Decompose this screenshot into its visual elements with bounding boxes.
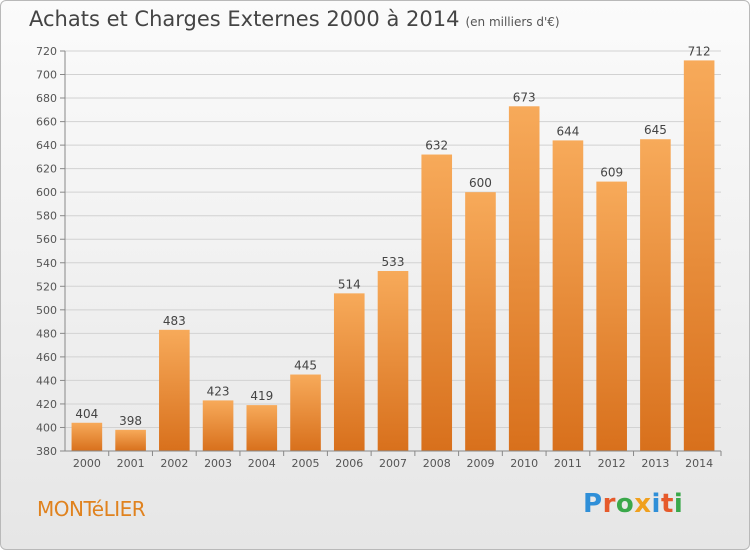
data-labels: 404 398 483 423 419 445 514 533 632 600 673 644 609 6… [75,44,710,427]
bar-2001 [115,429,146,451]
x-tick-label: 2001 [117,457,145,470]
y-tick-label: 420 [36,398,57,411]
bar-2002 [159,329,190,451]
logo-letter: x [634,489,652,519]
value-label: 644 [556,124,579,138]
x-tick-label: 2007 [379,457,407,470]
bar-2012 [596,181,627,451]
x-tick-label: 2003 [204,457,232,470]
x-tick-label: 2006 [335,457,363,470]
y-tick-label: 520 [36,280,57,293]
value-label: 600 [469,176,492,190]
y-tick-label: 660 [36,116,57,129]
value-label: 673 [513,90,536,104]
logo-letter: t [660,489,674,519]
y-tick-label: 440 [36,374,57,387]
value-label: 533 [382,255,405,269]
y-tick-label: 640 [36,139,57,152]
logo-letter: r [602,489,616,519]
bar-2011 [552,140,584,452]
x-tick-label: 2002 [160,457,188,470]
x-tick-label: 2014 [685,457,713,470]
bar-2014 [683,60,715,451]
y-tick-label: 480 [36,327,57,340]
y-tick-label: 700 [36,69,57,82]
value-label: 404 [75,407,98,421]
bar-2006 [333,293,365,451]
logo-letter: P [583,489,603,519]
x-tick-label: 2005 [292,457,320,470]
value-label: 645 [644,123,667,137]
town-name: MONTéLIER [37,497,146,521]
y-tick-label: 460 [36,351,57,364]
y-tick-label: 620 [36,163,57,176]
bar-2000 [71,422,103,451]
chart-title: Achats et Charges Externes 2000 à 2014 (e… [29,7,560,31]
value-label: 483 [163,314,186,328]
y-tick-label: 500 [36,304,57,317]
y-tick-label: 680 [36,92,57,105]
logo-letter: i [673,489,684,519]
x-tick-label: 2000 [73,457,101,470]
value-label: 712 [688,44,711,58]
y-tick-label: 720 [36,45,57,58]
value-label: 398 [119,414,142,428]
title-text: Achats et Charges Externes 2000 à 2014 [29,7,460,31]
x-tick-label: 2013 [641,457,669,470]
value-label: 419 [250,389,273,403]
value-label: 445 [294,359,317,373]
bar-2004 [246,405,278,451]
proxiti-logo[interactable]: Proxiti [583,489,683,519]
bar-2005 [290,374,321,451]
bars [71,60,715,452]
value-label: 632 [425,139,448,153]
x-tick-label: 2011 [554,457,582,470]
value-label: 423 [207,384,230,398]
y-tick-label: 600 [36,186,57,199]
x-tick-label: 2010 [510,457,538,470]
y-tick-label: 380 [36,445,57,458]
y-tick-label: 560 [36,233,57,246]
logo-letter: i [651,489,661,519]
unit-label: (en milliers d'€) [465,15,560,29]
bar-2007 [377,271,409,451]
bar-2013 [640,139,671,451]
y-tick-label: 580 [36,210,57,223]
bar-2003 [202,400,234,451]
x-tick-label: 2009 [466,457,494,470]
x-tick-label: 2008 [423,457,451,470]
y-tick-label: 540 [36,257,57,270]
y-tick-label: 400 [36,421,57,434]
bar-2009 [465,192,496,452]
x-tick-label: 2012 [598,457,626,470]
logo-letter: o [615,489,635,519]
bar-2010 [508,106,540,451]
value-label: 609 [600,166,623,180]
value-label: 514 [338,277,361,291]
x-tick-label: 2004 [248,457,276,470]
axes: 380 400 420 440 460 480 500 520 540 560 580 600 620 6… [36,45,722,470]
bar-2008 [421,154,453,451]
